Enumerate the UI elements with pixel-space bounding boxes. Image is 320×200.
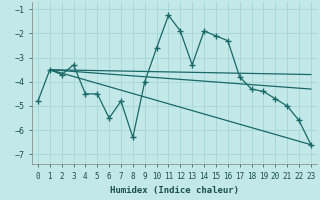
X-axis label: Humidex (Indice chaleur): Humidex (Indice chaleur): [110, 186, 239, 195]
